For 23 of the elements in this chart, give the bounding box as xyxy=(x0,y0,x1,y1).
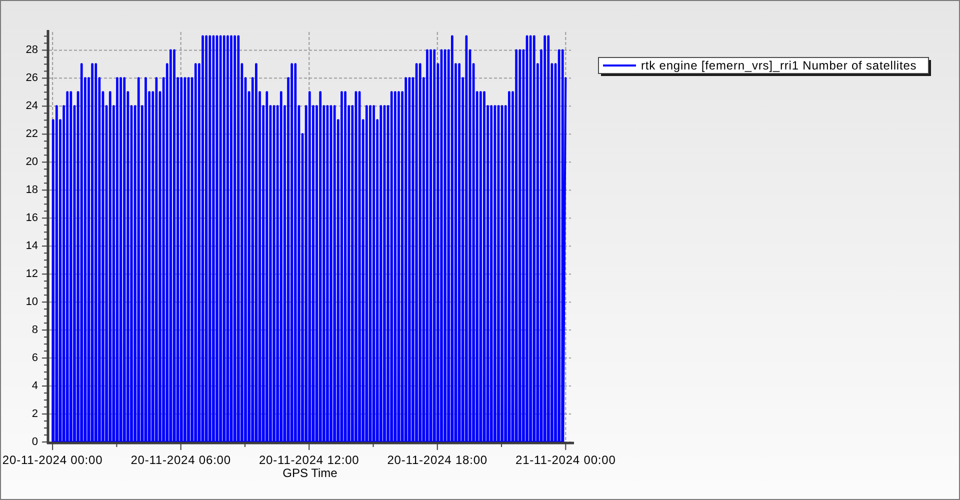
y-tick-label: 12 xyxy=(26,268,38,280)
y-tick-label: 8 xyxy=(32,324,38,336)
x-tick-label: 20-11-2024 00:00 xyxy=(2,453,103,467)
y-tick-label: 0 xyxy=(32,436,38,448)
x-tick-label: 21-11-2024 00:00 xyxy=(516,453,616,467)
y-tick-label: 18 xyxy=(26,184,38,196)
y-tick-label: 14 xyxy=(26,240,38,252)
y-tick-label: 22 xyxy=(26,128,38,140)
x-tick-label: 20-11-2024 18:00 xyxy=(387,453,488,467)
x-tick-label: 20-11-2024 06:00 xyxy=(130,453,231,467)
y-tick-label: 10 xyxy=(26,296,38,308)
legend-label: rtk engine [femern_vrs]_rri1 Number of satellites xyxy=(641,58,917,72)
y-tick-label: 20 xyxy=(26,156,38,168)
y-tick-label: 6 xyxy=(32,352,38,364)
y-tick-label: 24 xyxy=(26,100,38,112)
y-tick-label: 2 xyxy=(32,408,38,420)
y-tick-label: 4 xyxy=(32,380,38,392)
x-axis-title: GPS Time xyxy=(282,466,338,480)
y-tick-label: 26 xyxy=(26,72,38,84)
y-tick-label: 16 xyxy=(26,212,38,224)
line-series xyxy=(52,35,567,443)
x-tick-label: 20-11-2024 12:00 xyxy=(258,453,360,467)
y-tick-label: 28 xyxy=(26,44,38,56)
